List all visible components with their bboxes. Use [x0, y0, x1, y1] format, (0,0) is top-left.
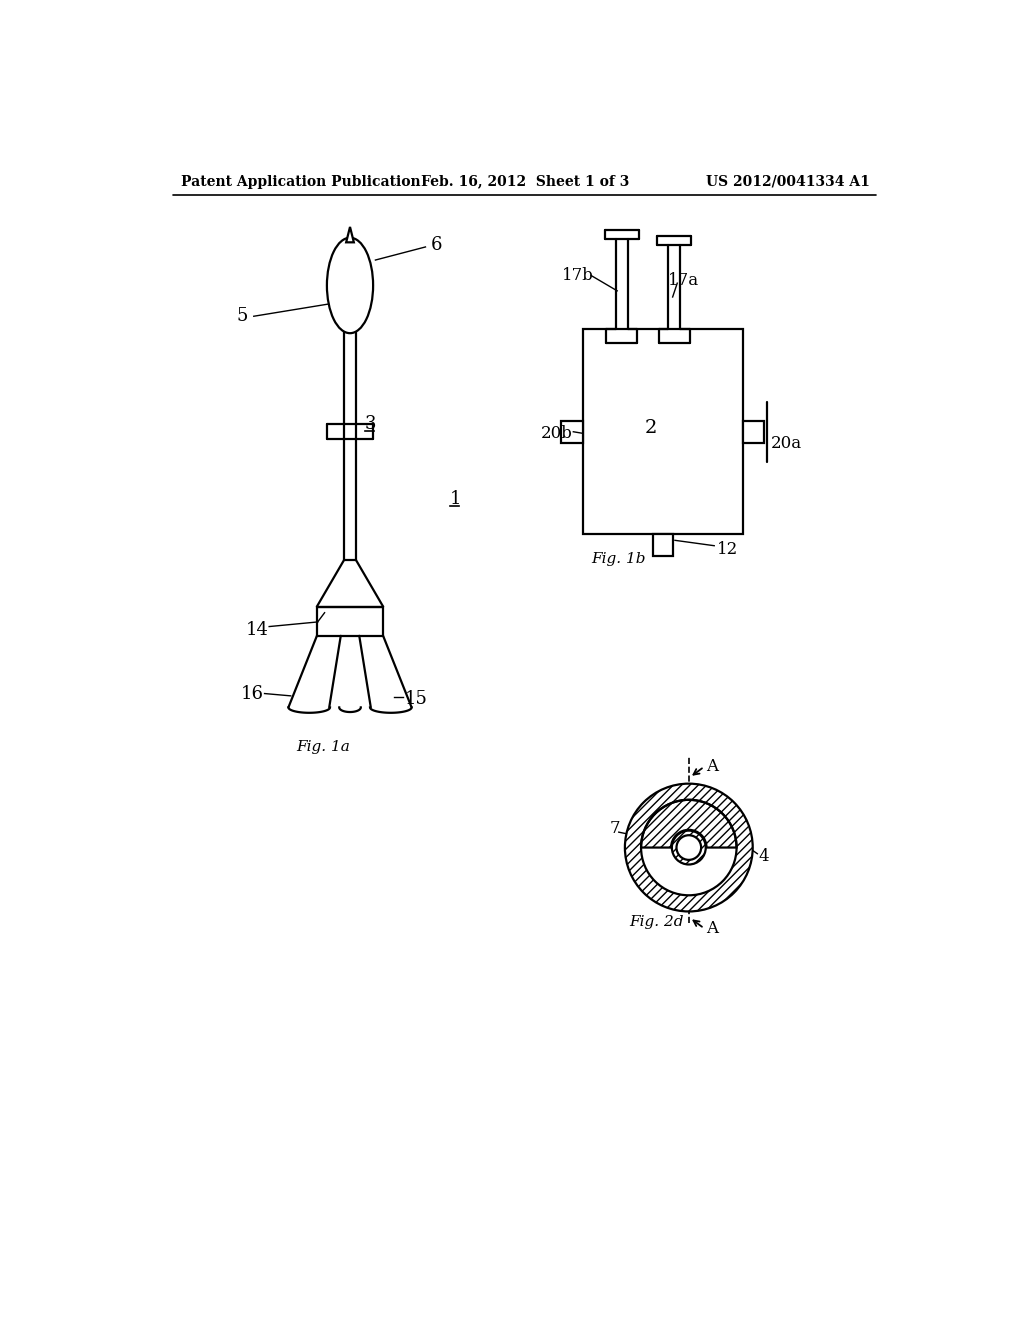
Text: 14: 14 — [246, 620, 269, 639]
Text: 2: 2 — [645, 418, 657, 437]
Ellipse shape — [327, 238, 373, 333]
Text: Fig. 1a: Fig. 1a — [296, 741, 350, 755]
Bar — [653, 535, 674, 556]
Bar — [742, 421, 764, 442]
Bar — [316, 607, 383, 636]
Text: 12: 12 — [717, 541, 738, 558]
Text: Fig. 2d: Fig. 2d — [630, 915, 684, 929]
Text: 17b: 17b — [562, 267, 594, 284]
Bar — [561, 421, 583, 442]
Text: 16: 16 — [241, 685, 263, 702]
Text: 7: 7 — [609, 820, 621, 837]
Text: Fig. 1b: Fig. 1b — [591, 552, 645, 566]
Polygon shape — [346, 227, 354, 243]
Text: Patent Application Publication: Patent Application Publication — [180, 174, 420, 189]
Text: US 2012/0041334 A1: US 2012/0041334 A1 — [706, 174, 869, 189]
Text: 5: 5 — [237, 308, 248, 325]
Circle shape — [672, 830, 706, 865]
Circle shape — [641, 800, 736, 895]
Text: 17a: 17a — [668, 272, 699, 289]
Text: 1: 1 — [451, 490, 462, 508]
Text: A: A — [706, 920, 718, 937]
Text: A: A — [706, 758, 718, 775]
Text: 4: 4 — [759, 849, 769, 866]
Text: 15: 15 — [404, 690, 428, 708]
Text: 20b: 20b — [541, 425, 572, 442]
Circle shape — [677, 836, 701, 859]
Text: 3: 3 — [365, 414, 376, 433]
Text: 6: 6 — [431, 236, 442, 253]
Text: 20a: 20a — [771, 434, 803, 451]
Circle shape — [625, 784, 753, 911]
Bar — [583, 330, 742, 535]
Text: Feb. 16, 2012  Sheet 1 of 3: Feb. 16, 2012 Sheet 1 of 3 — [421, 174, 629, 189]
